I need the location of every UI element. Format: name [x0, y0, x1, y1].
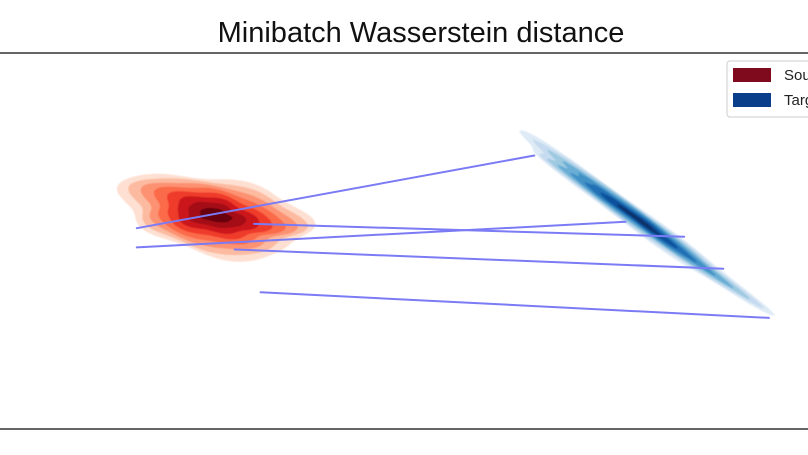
plot-area: [0, 52, 808, 430]
legend-swatch-target: [733, 93, 771, 107]
coupling-line: [233, 248, 725, 270]
legend-label-target: Target: [784, 92, 808, 109]
coupling-line: [135, 220, 627, 249]
legend: Source Target: [726, 60, 808, 118]
coupling-line: [259, 291, 770, 319]
coupling-layer: [135, 154, 770, 319]
density-contour-source-7: [199, 207, 233, 223]
coupling-line: [253, 222, 686, 238]
coupling-line: [135, 154, 536, 230]
legend-swatch-source: [733, 68, 771, 82]
legend-label-source: Source: [784, 67, 808, 84]
chart-title: Minibatch Wasserstein distance: [218, 17, 625, 49]
density-layer: [116, 130, 775, 316]
density-contour-target-7: [617, 204, 660, 235]
